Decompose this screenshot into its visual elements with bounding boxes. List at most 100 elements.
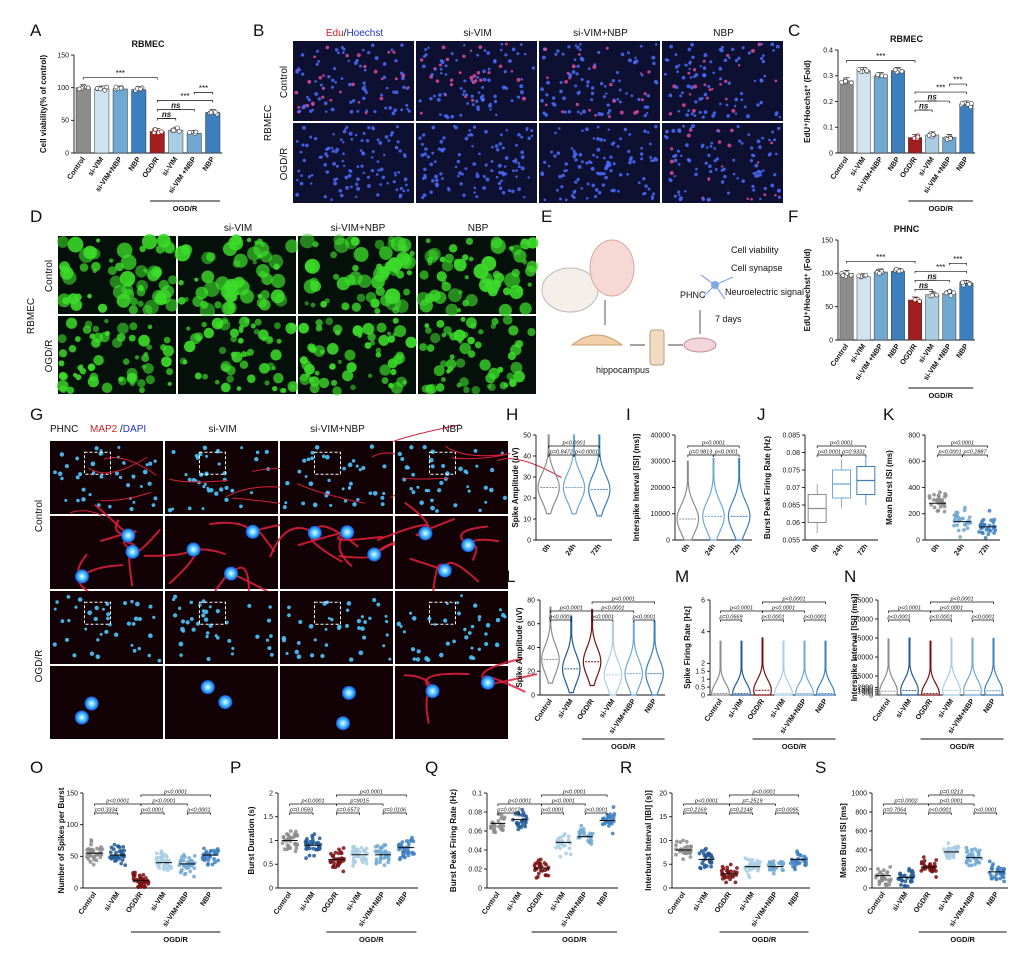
x-tick-label: si-VIM	[768, 697, 788, 720]
data-point	[561, 833, 566, 838]
row-header: OGD/R	[44, 340, 55, 373]
panel-letter-N: N	[844, 567, 856, 586]
bar	[856, 70, 871, 154]
x-tick-label: si-VIM	[344, 890, 364, 913]
significance-label: p<0.0001	[584, 808, 608, 814]
data-point	[116, 844, 121, 849]
violin	[879, 638, 898, 696]
data-point	[378, 860, 382, 865]
x-tick-label: si-VIM	[935, 890, 955, 913]
group-label: OGD/R	[173, 204, 198, 213]
group-label: OGD/R	[950, 742, 975, 751]
y-tick-label: 50	[523, 432, 531, 439]
x-tick-label: NBP	[394, 890, 410, 908]
panel-letter-G: G	[30, 405, 43, 424]
data-point	[85, 847, 90, 852]
data-point	[581, 827, 586, 831]
significance-bracket	[541, 812, 564, 815]
data-point	[937, 499, 941, 503]
significance-bracket	[584, 812, 608, 815]
data-point	[213, 109, 218, 115]
data-point	[566, 838, 571, 842]
significance-bracket	[888, 619, 910, 622]
significance-label: p<0.0001	[632, 615, 656, 621]
y-tick-label: 600	[908, 459, 920, 466]
y-tick-label: 2	[701, 661, 705, 668]
y-axis-label: Burst Duration (s)	[247, 806, 256, 874]
y-tick-label: 1000	[851, 790, 867, 797]
y-tick-label: 0.1	[472, 790, 482, 797]
y-tick-label: 400	[855, 847, 867, 854]
data-point	[907, 866, 912, 871]
data-point	[932, 861, 937, 866]
panel-letter-F: F	[788, 207, 798, 226]
micrograph-tile	[50, 666, 163, 739]
significance-label: p<0.0001	[781, 597, 805, 603]
data-point	[796, 852, 800, 857]
x-tick-label: si-VIM	[894, 697, 914, 720]
x-tick-label: NBP	[786, 890, 802, 908]
data-point	[864, 68, 870, 74]
data-point	[776, 861, 781, 866]
data-point	[951, 290, 957, 296]
data-point	[386, 856, 391, 861]
y-tick-label: 100	[57, 85, 69, 92]
data-point	[290, 835, 294, 840]
panel-letter-M: M	[675, 567, 689, 586]
zoom-box	[84, 451, 111, 475]
data-point	[955, 510, 960, 515]
data-point	[704, 864, 709, 868]
tube-illustration	[649, 329, 665, 366]
y-tick-label: 0	[65, 150, 69, 157]
significance-label: ***	[876, 253, 885, 262]
y-axis-label: Spike Amplitude (uV)	[515, 607, 524, 687]
y-tick-label: 50	[70, 854, 78, 861]
x-tick-label: Control	[271, 890, 293, 916]
x-tick-label: 24h	[563, 542, 577, 557]
y-tick-label: 10000	[651, 511, 671, 518]
data-point	[362, 849, 367, 854]
data-point	[709, 864, 714, 869]
data-point	[728, 862, 733, 867]
significance-bracket	[591, 619, 614, 622]
y-tick-label: 0.5	[263, 862, 273, 869]
significance-label: p<0.0001	[937, 450, 961, 456]
data-point	[538, 861, 543, 866]
y-tick-label: 30	[523, 474, 531, 481]
data-point	[286, 832, 290, 837]
data-point	[567, 846, 572, 851]
data-point	[888, 864, 893, 869]
data-point	[373, 844, 378, 849]
violin	[816, 640, 835, 696]
data-point	[535, 874, 540, 879]
y-tick-label: 0	[478, 885, 482, 892]
data-point	[286, 844, 291, 848]
data-point	[192, 853, 197, 858]
x-tick-label: 72h	[977, 542, 991, 557]
x-tick-label: Control	[532, 697, 554, 723]
significance-label: p<0.0001	[186, 808, 210, 814]
bar	[186, 133, 202, 154]
x-tick-label: OGD/R	[913, 696, 934, 721]
y-tick-label: 0	[869, 692, 873, 699]
y-axis-label: Burst Peak Firing Rate (Hz)	[763, 436, 772, 539]
chart-I: 0 10000 20000 30000 40000 Interspike Interval…	[632, 432, 752, 557]
y-tick-label: 50	[61, 118, 69, 125]
violin	[582, 608, 602, 687]
data-point	[294, 846, 299, 851]
y-tick-label: 50	[825, 304, 833, 311]
significance-label: ***	[180, 92, 189, 101]
data-point	[967, 863, 972, 868]
data-point	[987, 859, 992, 864]
significance-bracket	[972, 619, 994, 622]
data-point	[133, 870, 137, 875]
side-label: RBMEC	[263, 105, 274, 141]
data-point	[558, 835, 563, 840]
data-point	[883, 73, 888, 79]
violin	[702, 458, 725, 541]
data-point	[333, 865, 338, 870]
y-tick-label: 0.06	[786, 520, 800, 527]
col-header: PHNC	[50, 424, 78, 435]
data-point	[558, 846, 562, 851]
significance-label: p=0.9331	[841, 450, 865, 456]
